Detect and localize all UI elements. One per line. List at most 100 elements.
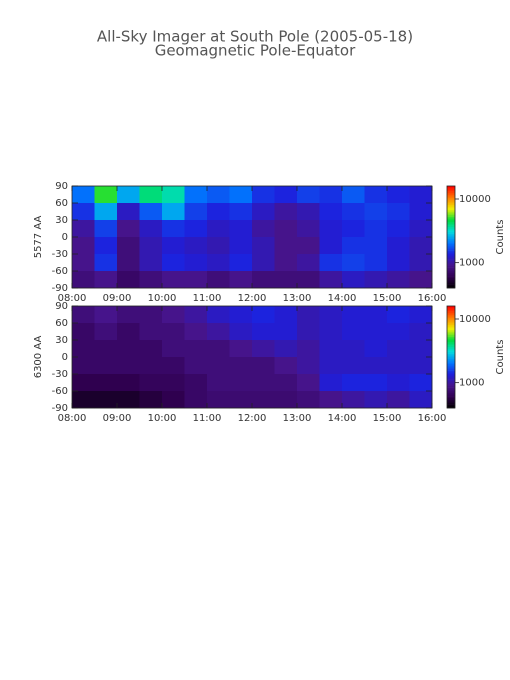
x-tick-label: 16:00 [418, 293, 447, 304]
colorbar-swatch [447, 384, 455, 387]
heat-cell [342, 340, 365, 358]
heat-cell [342, 186, 365, 204]
heat-cell [94, 323, 118, 341]
y-tick-label: 90 [55, 181, 68, 192]
heat-cell [207, 391, 230, 409]
heat-cell [184, 203, 208, 221]
heat-cell [162, 220, 185, 238]
heat-cell [207, 237, 230, 255]
heat-cell [409, 306, 433, 324]
colorbar-swatch [447, 231, 455, 234]
colorbar-swatch [447, 374, 455, 376]
colorbar-swatch [447, 340, 455, 342]
colorbar-swatch [447, 254, 455, 256]
colorbar-swatch [447, 220, 455, 222]
heat-cell [409, 254, 433, 272]
heat-cell [364, 237, 388, 255]
colorbar-swatch [447, 316, 455, 319]
colorbar-swatch [447, 186, 455, 188]
colorbar-swatch [447, 235, 455, 238]
heat-cell [117, 391, 140, 409]
heat-cell [139, 323, 163, 341]
x-tick-label: 14:00 [328, 293, 357, 304]
heat-cell [184, 186, 208, 204]
colorbar-swatch [447, 281, 455, 284]
heat-cell [72, 340, 95, 358]
y-tick-label: -90 [52, 283, 68, 294]
heat-cell [184, 254, 208, 272]
heat-cell [364, 391, 388, 409]
x-tick-label: 15:00 [373, 293, 402, 304]
x-tick-label: 12:00 [238, 293, 267, 304]
colorbar-swatch [447, 233, 455, 236]
colorbar-swatch [447, 187, 455, 190]
colorbar-swatch [447, 368, 455, 371]
heat-cell [297, 357, 320, 375]
heat-cell [409, 220, 433, 238]
heat-cell [252, 220, 275, 238]
heat-cell [117, 203, 140, 221]
heat-cell [387, 203, 410, 221]
heat-cell [207, 340, 230, 358]
heat-cell [319, 323, 343, 341]
colorbar-swatch [447, 382, 455, 385]
colorbar-tick-label: 10000 [459, 194, 491, 205]
heat-cell [274, 306, 298, 324]
heat-cell [252, 340, 275, 358]
heat-cell [139, 254, 163, 272]
heat-cell [72, 203, 95, 221]
heat-cell [342, 220, 365, 238]
colorbar-swatch [447, 392, 455, 395]
heat-cell [229, 186, 253, 204]
colorbar-swatch [447, 262, 455, 265]
heat-cell [72, 391, 95, 409]
colorbar-swatch [447, 208, 455, 211]
colorbar-swatch [447, 372, 455, 375]
heat-cell [387, 220, 410, 238]
colorbar-swatch [447, 260, 455, 263]
heat-cell [297, 340, 320, 358]
heat-cell [139, 340, 163, 358]
y-tick-label: -30 [52, 249, 68, 260]
colorbar-swatch [447, 218, 455, 221]
heat-cell [409, 357, 433, 375]
heat-cell [342, 271, 365, 289]
heat-cell [72, 237, 95, 255]
heat-cell [162, 340, 185, 358]
heat-cell [94, 340, 118, 358]
colorbar-swatch [447, 276, 455, 279]
heat-cell [387, 237, 410, 255]
chart-subtitle: Geomagnetic Pole-Equator [155, 42, 356, 60]
y-tick-label: 30 [55, 335, 68, 346]
heat-cell [94, 237, 118, 255]
y-tick-label: -30 [52, 369, 68, 380]
heat-cell [364, 186, 388, 204]
x-tick-label: 09:00 [103, 413, 132, 424]
heat-cell [229, 237, 253, 255]
x-tick-label: 11:00 [193, 293, 222, 304]
heat-cell [252, 237, 275, 255]
heat-cell [207, 271, 230, 289]
heat-cell [274, 340, 298, 358]
heat-cell [139, 306, 163, 324]
heat-cell [72, 323, 95, 341]
heat-cell [319, 271, 343, 289]
heat-cell [252, 374, 275, 392]
colorbar-swatch [447, 309, 455, 312]
heat-cell [117, 271, 140, 289]
colorbar-swatch [447, 406, 455, 409]
colorbar-tick-label: 1000 [459, 378, 484, 389]
colorbar-swatch [447, 355, 455, 358]
heat-cell [297, 220, 320, 238]
heat-cell [387, 254, 410, 272]
colorbar-swatch [447, 248, 455, 251]
heat-cell [387, 271, 410, 289]
colorbar-swatch [447, 237, 455, 239]
heat-cell [229, 220, 253, 238]
heat-cell [117, 237, 140, 255]
heat-cell [319, 357, 343, 375]
heat-cell [207, 203, 230, 221]
colorbar-swatch [447, 363, 455, 366]
heat-cell [297, 391, 320, 409]
heat-cell [72, 254, 95, 272]
